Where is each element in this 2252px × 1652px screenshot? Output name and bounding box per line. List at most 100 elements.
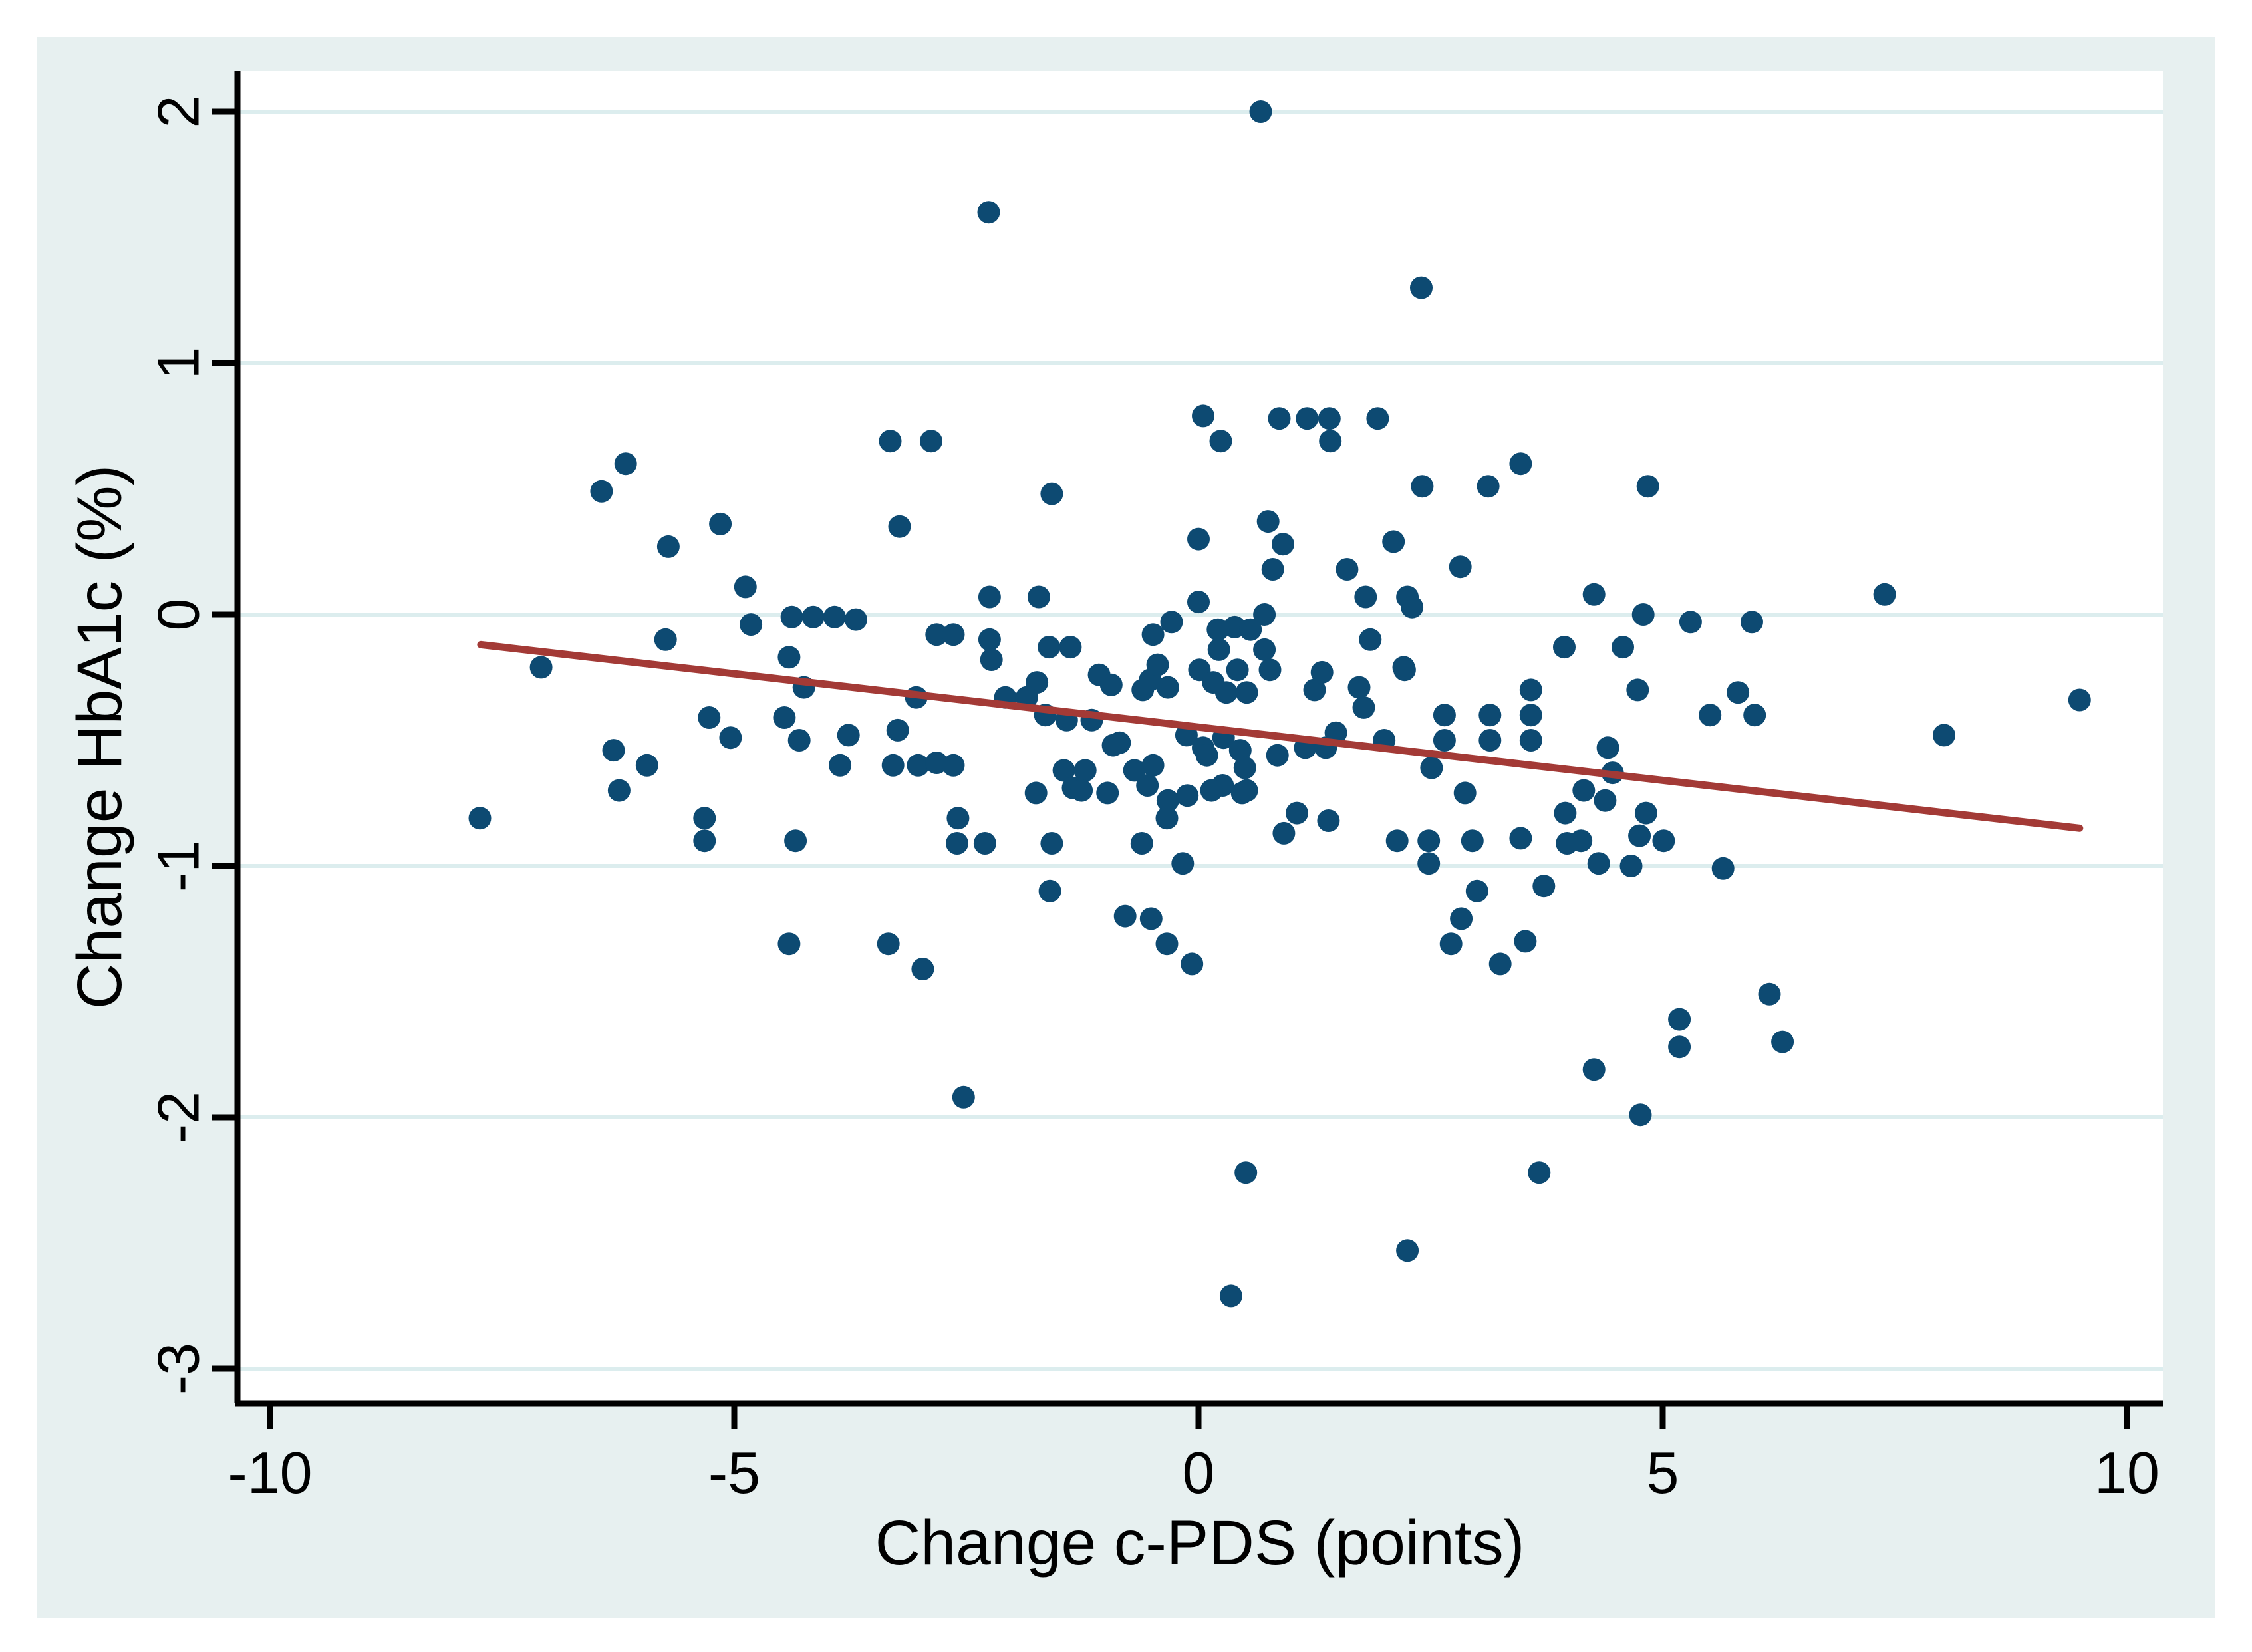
scatter-point xyxy=(1040,832,1063,855)
scatter-point xyxy=(1509,827,1532,850)
scatter-point xyxy=(888,515,911,538)
scatter-point xyxy=(1206,618,1230,641)
scatter-point xyxy=(1228,739,1252,762)
scatter-point xyxy=(1439,932,1463,956)
scatter-point xyxy=(784,829,807,853)
scatter-point xyxy=(1209,430,1232,453)
scatter-point xyxy=(1261,558,1284,581)
scatter-point xyxy=(1272,533,1294,556)
scatter-point xyxy=(1366,407,1389,430)
scatter-point xyxy=(529,656,553,679)
scatter-point xyxy=(1699,704,1722,727)
scatter-point xyxy=(1052,759,1075,782)
scatter-point xyxy=(1139,907,1163,930)
scatter-point xyxy=(1449,555,1472,579)
scatter-point xyxy=(801,605,825,628)
scatter-point xyxy=(1200,779,1223,802)
scatter-point xyxy=(1303,678,1326,702)
scatter-point xyxy=(1099,673,1123,696)
scatter-point xyxy=(1396,1239,1419,1262)
scatter-point xyxy=(1553,636,1576,659)
scatter-point xyxy=(1626,678,1649,702)
scatter-point xyxy=(787,729,811,752)
scatter-point xyxy=(1192,404,1214,428)
scatter-point xyxy=(952,1085,975,1109)
scatter-point xyxy=(1582,1058,1606,1081)
scatter-point xyxy=(1156,676,1179,699)
scatter-point xyxy=(829,754,852,777)
scatter-point xyxy=(1417,829,1441,853)
scatter-point xyxy=(1385,829,1409,853)
scatter-point xyxy=(1382,530,1405,553)
scatter-point xyxy=(1477,475,1500,498)
scatter-point xyxy=(823,605,846,628)
scatter-point xyxy=(1636,475,1659,498)
scatter-point xyxy=(709,512,732,535)
scatter-point xyxy=(1040,482,1063,505)
scatter-point xyxy=(886,718,909,742)
scatter-point xyxy=(1256,510,1280,533)
scatter-point xyxy=(1024,781,1048,805)
scatter-point xyxy=(1253,603,1276,626)
scatter-point xyxy=(1249,100,1272,123)
y-axis-title: Change HbA1c (%) xyxy=(65,465,135,1009)
scatter-point xyxy=(1059,636,1082,659)
scatter-point xyxy=(1336,558,1359,581)
scatter-point xyxy=(1226,658,1249,682)
scatter-point xyxy=(777,646,801,669)
scatter-point xyxy=(1758,982,1781,1006)
scatter-point xyxy=(773,706,796,729)
scatter-point xyxy=(1411,475,1434,498)
scatter-point xyxy=(698,706,721,729)
scatter-point xyxy=(1570,829,1593,853)
scatter-point xyxy=(656,535,680,558)
scatter-point xyxy=(1195,744,1218,767)
scatter-point xyxy=(780,605,803,628)
scatter-point xyxy=(1417,852,1441,875)
scatter-point xyxy=(602,739,625,762)
scatter-point xyxy=(1108,731,1131,754)
scatter-point xyxy=(907,754,930,777)
y-axis-ticks xyxy=(212,108,237,1372)
scatter-point xyxy=(978,585,1001,609)
x-tick-label: -10 xyxy=(227,1440,312,1506)
scatter-point xyxy=(1727,681,1750,704)
scatter-point xyxy=(1146,653,1169,676)
y-axis-tick-labels: 2 1 0 -1 -2 -3 xyxy=(146,96,211,1395)
scatter-point xyxy=(1420,756,1443,779)
scatter-point xyxy=(1478,704,1502,727)
scatter-point xyxy=(1286,801,1308,825)
scatter-point xyxy=(1519,678,1542,702)
scatter-point xyxy=(1668,1008,1691,1031)
scatter-point xyxy=(1743,704,1766,727)
scatter-points xyxy=(468,100,2091,1308)
scatter-point xyxy=(1268,407,1291,430)
scatter-point xyxy=(1594,789,1617,812)
scatter-point xyxy=(1933,724,1955,747)
scatter-point xyxy=(1679,611,1702,634)
scatter-point xyxy=(1155,807,1179,830)
scatter-point xyxy=(654,628,677,651)
scatter-point xyxy=(1509,452,1532,476)
scatter-point xyxy=(1318,407,1341,430)
scatter-point xyxy=(1352,696,1375,719)
scatter-point xyxy=(942,623,965,646)
x-tick-label: 10 xyxy=(2094,1440,2160,1506)
scatter-point xyxy=(980,648,1003,671)
scatter-point xyxy=(1587,852,1610,875)
scatter-point xyxy=(925,752,948,774)
scatter-point xyxy=(1401,595,1424,619)
scatter-point xyxy=(734,575,757,599)
scatter-point xyxy=(920,430,942,453)
scatter-point xyxy=(1214,681,1238,704)
scatter-point xyxy=(911,958,934,980)
scatter-point xyxy=(1433,704,1456,727)
scatter-point xyxy=(1187,527,1210,551)
scatter-point xyxy=(837,724,860,747)
regression-line-layer xyxy=(477,640,2084,832)
scatter-point xyxy=(1519,704,1542,727)
scatter-point xyxy=(1235,681,1258,704)
scatter-point xyxy=(1160,611,1183,634)
scatter-point xyxy=(1619,855,1643,877)
scatter-point xyxy=(1181,952,1204,976)
